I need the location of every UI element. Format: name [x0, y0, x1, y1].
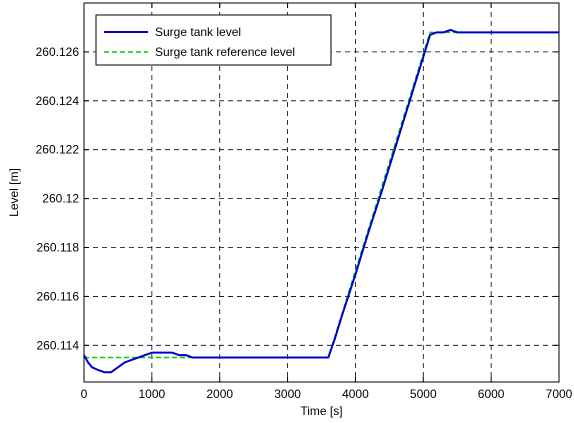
axis-ticks — [83, 3, 560, 382]
y-tick-labels: 260.114 260.116 260.118 260.12 260.122 260.12… — [36, 45, 80, 352]
y-tick-label: 260.122 — [36, 143, 80, 157]
x-tick-label: 2000 — [206, 387, 233, 401]
legend-entry-surge-tank-level: Surge tank level — [155, 25, 241, 39]
x-tick-labels: 0 1000 2000 3000 4000 5000 6000 7000 — [81, 387, 573, 401]
x-tick-label: 4000 — [342, 387, 369, 401]
y-axis-label: Level [m] — [7, 168, 21, 217]
x-axis-label: Time [s] — [300, 404, 342, 418]
grid-lines — [84, 3, 559, 382]
legend-box — [95, 14, 332, 66]
y-tick-label: 260.118 — [37, 241, 80, 255]
y-tick-label: 260.116 — [37, 289, 80, 303]
y-tick-label: 260.114 — [37, 338, 80, 352]
x-tick-label: 6000 — [478, 387, 505, 401]
x-tick-label: 5000 — [410, 387, 437, 401]
legend-entry-surge-tank-reference-level: Surge tank reference level — [155, 45, 295, 59]
y-tick-label: 260.124 — [36, 94, 80, 108]
series-line-surge-tank-level — [83, 28, 559, 374]
series-line-surge-tank-reference-level — [84, 31, 559, 359]
x-tick-label: 1000 — [139, 387, 166, 401]
x-tick-label: 7000 — [546, 387, 573, 401]
y-tick-label: 260.12 — [42, 192, 79, 206]
series-layer — [83, 28, 559, 374]
plot-area-frame — [83, 2, 560, 383]
x-tick-label: 0 — [81, 387, 88, 401]
y-tick-label: 260.126 — [36, 45, 80, 59]
x-tick-label: 3000 — [274, 387, 301, 401]
legend: Surge tank level Surge tank reference le… — [95, 14, 332, 66]
